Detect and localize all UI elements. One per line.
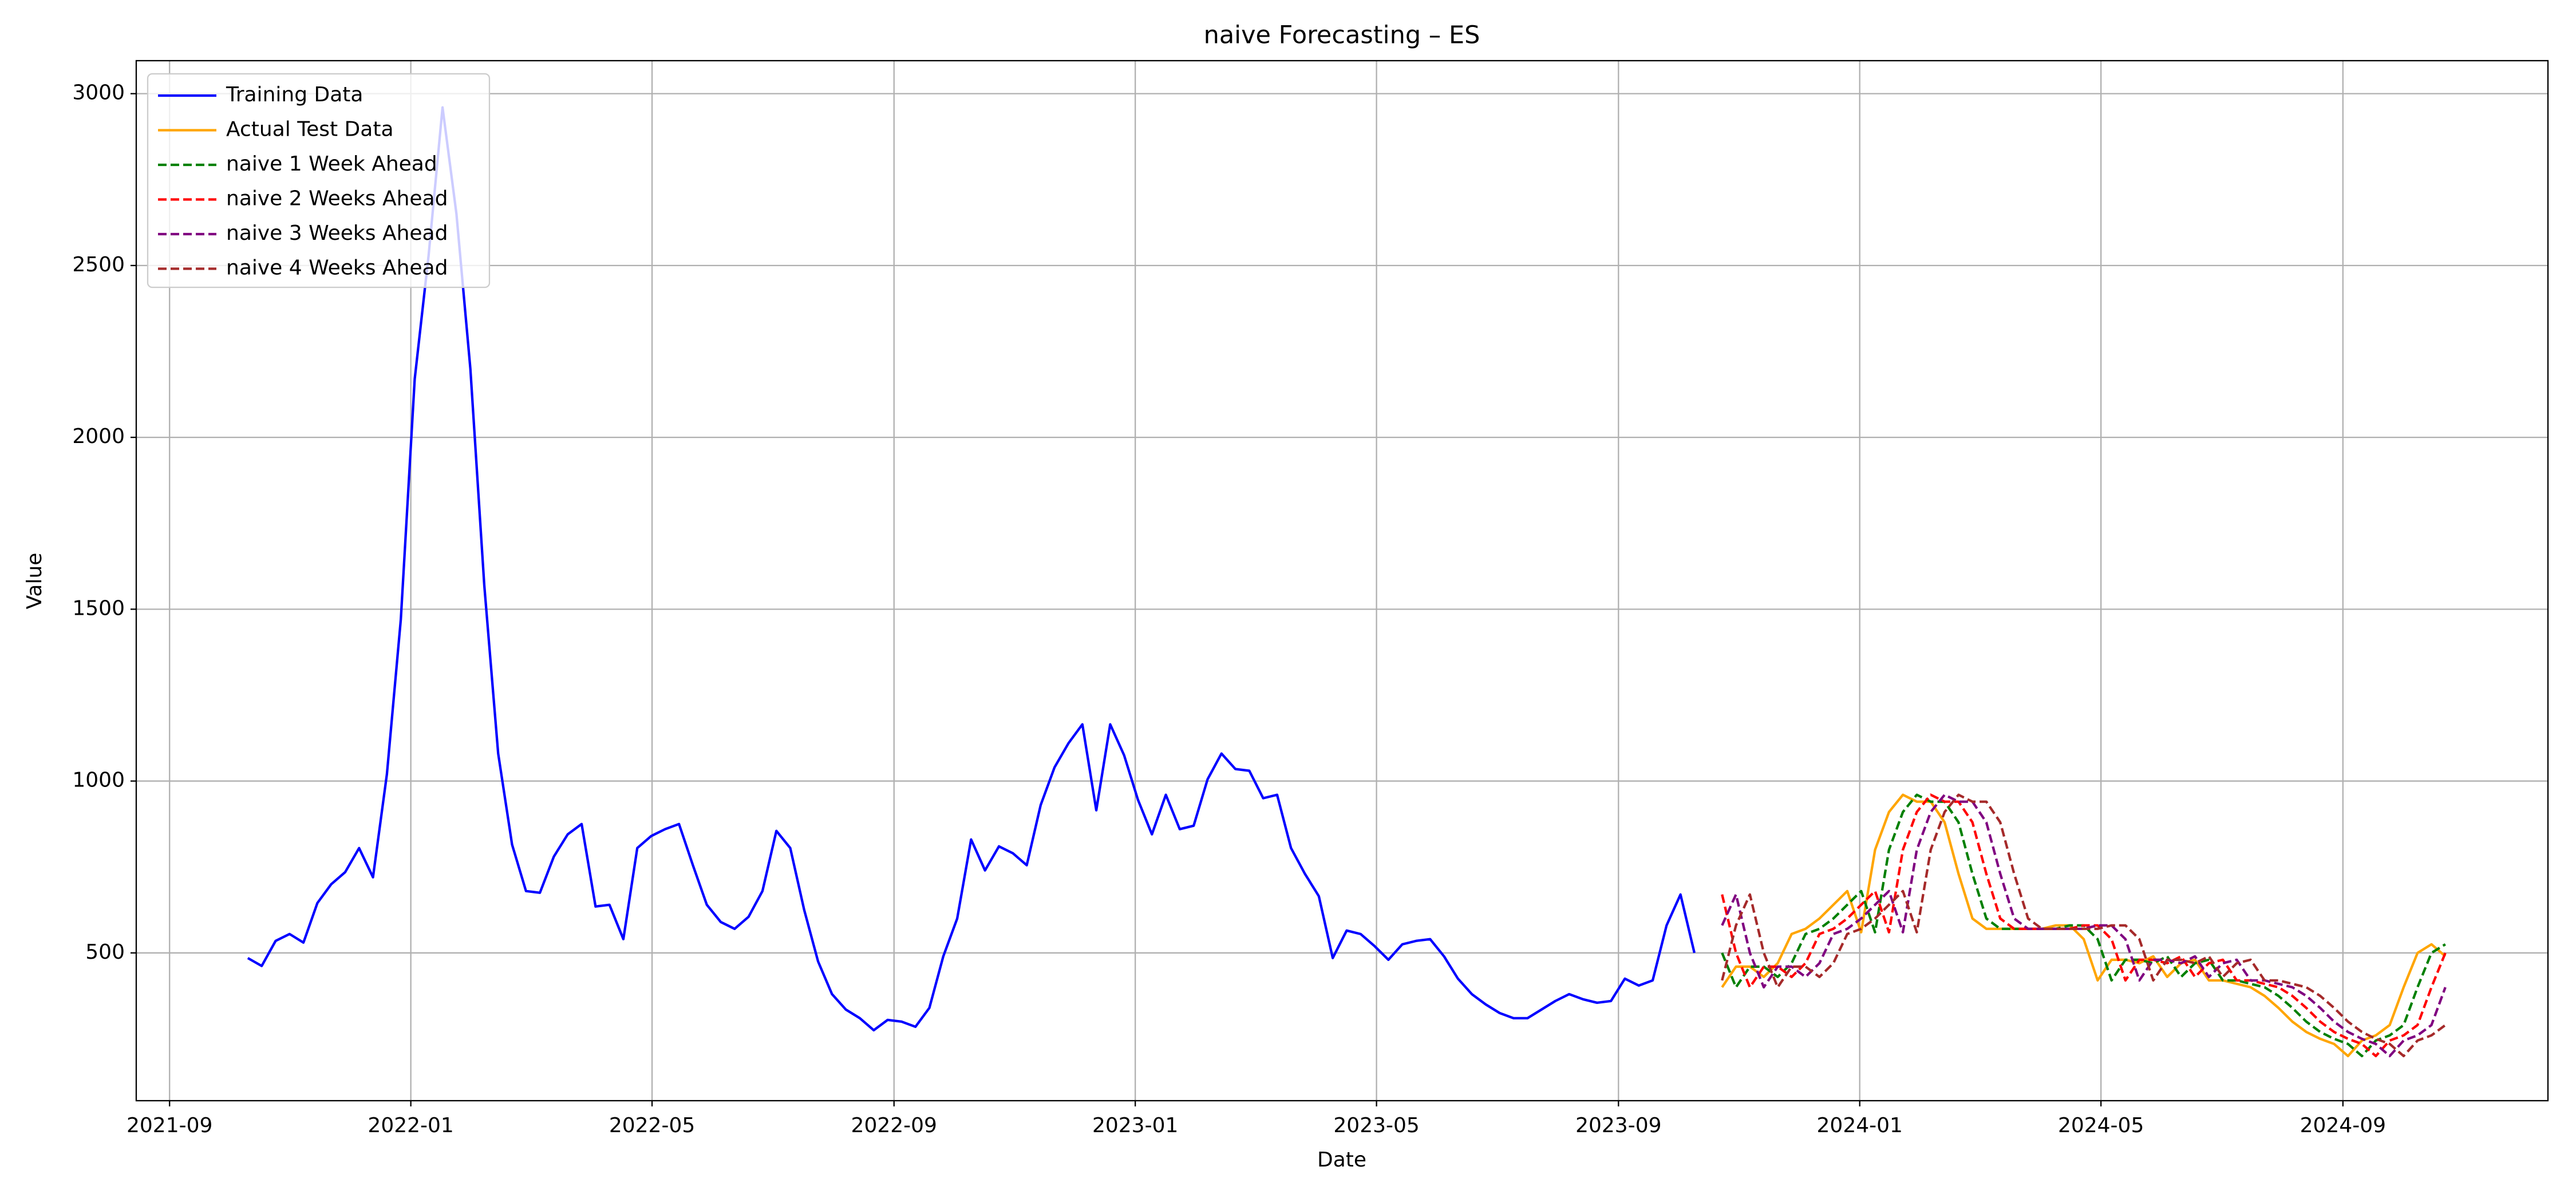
y-tick-label: 500 xyxy=(85,940,125,964)
series-line xyxy=(1721,793,2447,1058)
legend-label: Actual Test Data xyxy=(226,118,394,141)
y-tick-label: 3000 xyxy=(72,81,125,105)
x-tick-label: 2021-09 xyxy=(127,1114,212,1137)
y-tick-label: 2000 xyxy=(72,425,125,448)
legend-label: naive 2 Weeks Ahead xyxy=(226,187,448,211)
series-line xyxy=(1721,793,2447,1058)
legend-box xyxy=(147,73,491,288)
series-line xyxy=(1721,793,2447,1058)
x-tick-label: 2023-05 xyxy=(1333,1114,1419,1137)
legend: Training Data Actual Test Data naive 1 Wee… xyxy=(147,73,491,288)
chart-title: naive Forecasting – ES xyxy=(1204,21,1480,50)
y-tick-label: 2500 xyxy=(72,253,125,276)
y-axis-label: Value xyxy=(23,553,46,610)
x-tick-label: 2023-09 xyxy=(1575,1114,1661,1137)
y-tick-label: 1500 xyxy=(72,596,125,620)
x-tick-label: 2024-09 xyxy=(2300,1114,2386,1137)
legend-label: naive 3 Weeks Ahead xyxy=(226,222,448,245)
x-tick-label: 2024-01 xyxy=(1817,1114,1903,1137)
x-tick-label: 2022-05 xyxy=(609,1114,695,1137)
x-tick-label: 2022-01 xyxy=(368,1114,453,1137)
y-tick-label: 1000 xyxy=(72,769,125,792)
plot-frame xyxy=(135,60,2549,1102)
x-tick-label: 2022-09 xyxy=(851,1114,937,1137)
legend-label: naive 1 Week Ahead xyxy=(226,152,437,176)
legend-label: naive 4 Weeks Ahead xyxy=(226,256,448,280)
series-line xyxy=(247,106,1696,1032)
x-tick-label: 2023-01 xyxy=(1092,1114,1178,1137)
x-tick-label: 2024-05 xyxy=(2058,1114,2144,1137)
legend-label: Training Data xyxy=(226,83,363,106)
x-axis-label: Date xyxy=(1317,1148,1366,1172)
